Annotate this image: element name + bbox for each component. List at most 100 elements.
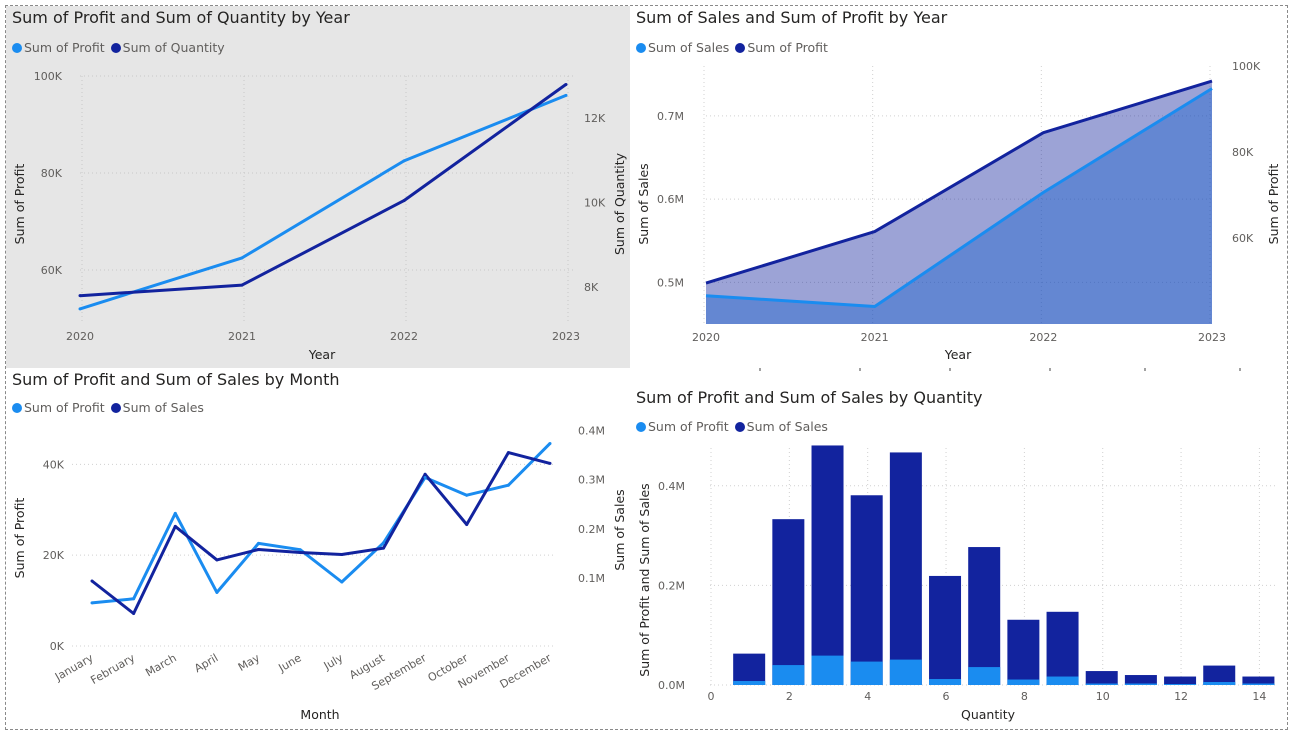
x-tick-label: June xyxy=(276,651,304,675)
bar-profit xyxy=(850,661,883,685)
x-axis-title: Month xyxy=(300,707,339,722)
x-axis-title: Quantity xyxy=(961,707,1016,722)
x-tick-label: 2020 xyxy=(66,330,94,343)
legend-dot-icon xyxy=(636,421,646,432)
y-axis-title: Sum of Profit and Sum of Sales xyxy=(637,483,652,676)
data-point-sales xyxy=(90,579,94,583)
y2-tick-label: 8K xyxy=(584,281,599,294)
x-tick-label: May xyxy=(236,651,263,674)
legend-dot-icon xyxy=(734,421,745,432)
report-canvas-border xyxy=(5,5,1288,730)
bar-profit xyxy=(1007,679,1040,685)
y2-tick-label: 10K xyxy=(584,197,606,210)
chart-legend: Sum of Sales Sum of Profit xyxy=(636,40,828,55)
y2-axis-title: Sum of Profit xyxy=(1266,164,1281,245)
bar-profit xyxy=(1242,683,1275,685)
y2-axis-title: Sum of Quantity xyxy=(612,152,627,255)
y2-tick-label: 0.3M xyxy=(578,474,605,487)
y2-tick-label: 0.2M xyxy=(578,523,605,536)
y-tick-label: 20K xyxy=(43,549,65,562)
y2-tick-label: 0.4M xyxy=(578,424,605,437)
data-point-sales xyxy=(298,551,302,555)
y-tick-label: 80K xyxy=(41,167,63,180)
legend-dot-icon xyxy=(636,42,646,53)
bar-sales xyxy=(929,575,962,685)
legend-label: Sum of Sales xyxy=(746,419,828,434)
y2-tick-label: 100K xyxy=(1232,60,1261,73)
data-point-profit xyxy=(132,597,136,601)
legend-item-profit[interactable]: Sum of Profit xyxy=(636,419,729,434)
legend-item-sales[interactable]: Sum of Sales xyxy=(636,40,729,55)
data-point-profit xyxy=(215,590,219,594)
y-tick-label: 0K xyxy=(50,640,65,653)
chart-title: Sum of Profit and Sum of Quantity by Yea… xyxy=(12,8,350,27)
bar-sales xyxy=(968,547,1001,685)
x-tick-label: 2 xyxy=(786,690,793,703)
x-tick-label: 4 xyxy=(864,690,871,703)
series-line-quantity xyxy=(79,83,567,298)
data-point-profit xyxy=(78,307,82,311)
x-tick-label: 2023 xyxy=(1198,331,1226,344)
legend-item-sales[interactable]: Sum of Sales xyxy=(734,419,828,434)
y-tick-label: 0.7M xyxy=(657,110,684,123)
data-point-profit xyxy=(548,441,552,445)
legend-dot-icon xyxy=(110,42,121,53)
series-line-sales xyxy=(705,87,1213,308)
legend-label: Sum of Sales xyxy=(122,400,204,415)
data-point-sales xyxy=(132,612,136,616)
bar-sales xyxy=(850,495,883,685)
data-point-profit xyxy=(90,601,94,605)
y-tick-label: 0.4M xyxy=(658,480,685,493)
x-tick-label: 2021 xyxy=(861,331,889,344)
bar-profit xyxy=(1203,682,1236,685)
legend-dot-icon xyxy=(12,42,22,53)
legend-item-profit[interactable]: Sum of Profit xyxy=(735,40,828,55)
data-point-profit xyxy=(298,548,302,552)
y-axis-title: Sum of Profit xyxy=(12,498,27,579)
chart-title: Sum of Sales and Sum of Profit by Year xyxy=(636,8,948,27)
visual-sales-profit-by-year[interactable]: Sum of Sales and Sum of Profit by Year S… xyxy=(630,6,1288,371)
series-line-profit xyxy=(705,79,1213,285)
x-tick-label: April xyxy=(192,651,220,675)
legend-item-profit[interactable]: Sum of Profit xyxy=(12,400,105,415)
data-point-sales xyxy=(257,548,261,552)
bar-profit xyxy=(811,655,844,685)
bar-profit xyxy=(889,659,922,685)
data-point-sales xyxy=(506,451,510,455)
legend-item-sales[interactable]: Sum of Sales xyxy=(110,400,204,415)
bar-sales xyxy=(733,653,766,685)
chart-plot: 0.5M 0.6M 0.7M 60K 80K 100K 2020 2021 2022 2023 Ye… xyxy=(636,60,1281,371)
series-area-sales xyxy=(706,88,1212,324)
x-tick-label: 12 xyxy=(1174,690,1188,703)
data-point-profit xyxy=(340,580,344,584)
x-tick-label: 0 xyxy=(708,690,715,703)
x-tick-label: 2020 xyxy=(692,331,720,344)
chart-title: Sum of Profit and Sum of Sales by Quanti… xyxy=(636,388,983,407)
y2-tick-label: 0.1M xyxy=(578,572,605,585)
legend-item-profit[interactable]: Sum of Profit xyxy=(12,40,105,55)
bar-sales xyxy=(1242,676,1275,685)
data-point-sales xyxy=(548,461,552,465)
data-point-quantity xyxy=(402,199,406,203)
x-tick-label: 2021 xyxy=(228,330,256,343)
x-tick-label: March xyxy=(143,651,179,679)
data-point-sales xyxy=(465,522,469,526)
bar-profit xyxy=(1085,683,1118,685)
legend-dot-icon xyxy=(110,402,121,413)
data-point-profit xyxy=(173,511,177,515)
data-point-sales xyxy=(173,524,177,528)
data-point-quantity xyxy=(240,283,244,287)
bar-profit xyxy=(733,681,766,685)
data-point-profit xyxy=(381,541,385,545)
bar-profit xyxy=(1124,683,1157,685)
data-point-sales xyxy=(340,552,344,556)
visual-profit-sales-by-month[interactable]: Sum of Profit and Sum of Sales by Month … xyxy=(6,368,630,730)
data-point-profit xyxy=(257,541,261,545)
visual-profit-quantity-by-year[interactable]: Sum of Profit and Sum of Quantity by Yea… xyxy=(6,6,630,368)
y2-tick-label: 12K xyxy=(584,112,606,125)
x-axis-title: Year xyxy=(944,347,972,362)
legend-item-quantity[interactable]: Sum of Quantity xyxy=(110,40,225,55)
bar-sales xyxy=(1007,619,1040,685)
data-point-sales xyxy=(423,472,427,476)
visual-profit-sales-by-quantity[interactable]: Sum of Profit and Sum of Sales by Quanti… xyxy=(612,368,1288,730)
